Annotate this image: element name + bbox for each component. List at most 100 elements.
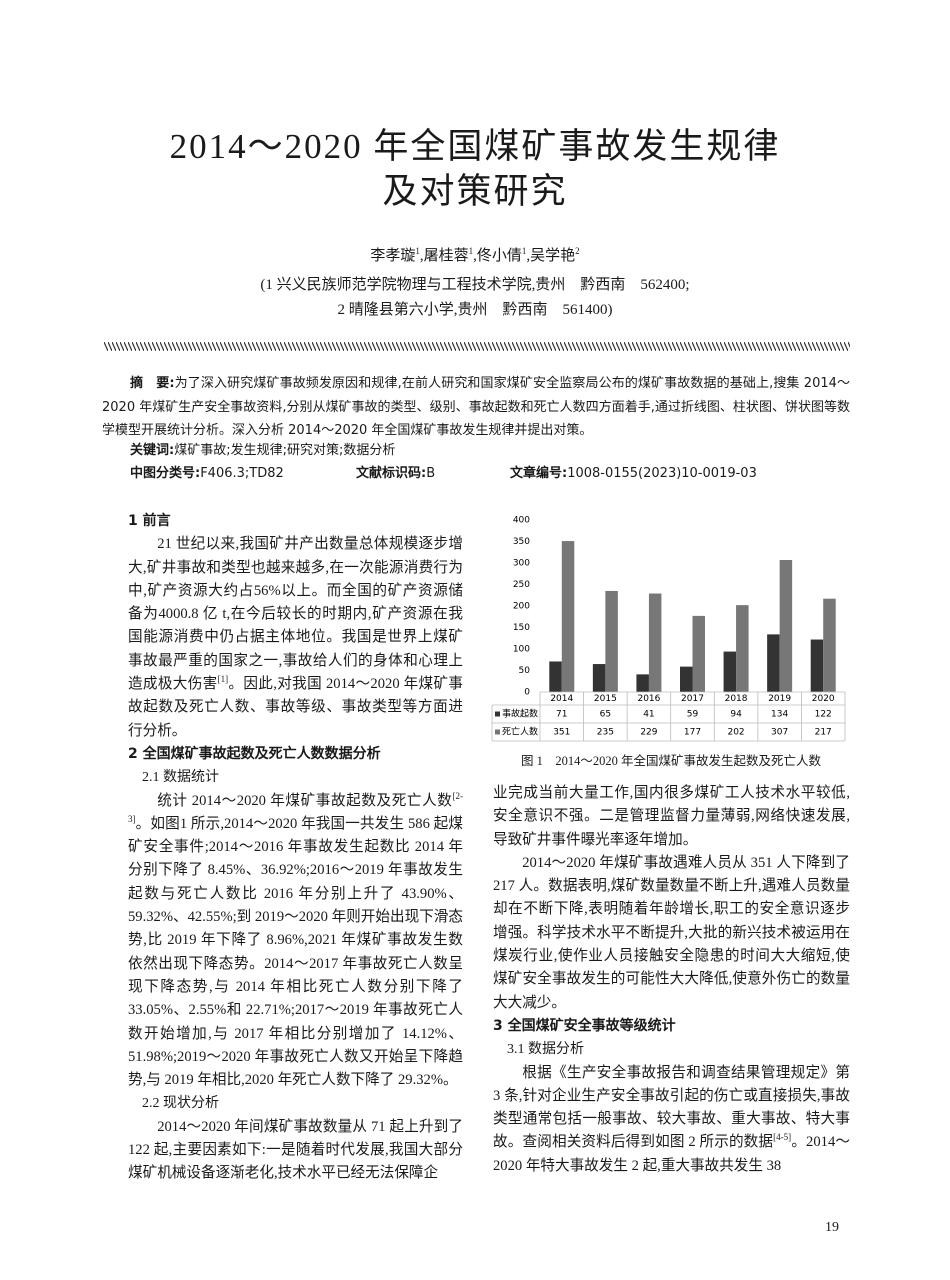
text-run: 。如图1 所示,2014～2020 年我国一共发生 586 起煤矿安全事件;20… (128, 815, 463, 1089)
x-tick-label: 2020 (812, 694, 835, 704)
text-run: 根据《生产安全事故报告和调查结果管理规定》第 3 条,针对企业生产安全事故引起的… (493, 1064, 850, 1151)
x-tick-label: 2016 (637, 694, 660, 704)
classification: 中图分类号:F406.3;TD82 (130, 462, 284, 486)
authors: 李孝璇1,屠桂蓉1,佟小倩1,吴学艳2 (0, 244, 950, 265)
text-run: 李孝璇 (370, 248, 416, 264)
text-run: 2.2 现状分析 (142, 1096, 219, 1112)
continuation: 业完成当前大量工作,国内很多煤矿工人技术水平较低,安全意识不强。二是管理监督力量… (493, 782, 850, 852)
text-run: 21 世纪以来,我国矿井产出数量总体规模逐步增大,矿井事故和类型也越来越多,在一… (128, 536, 463, 693)
paragraph: 2014～2020 年间煤矿事故数量从 71 起上升到了 122 起,主要因素如… (128, 1116, 463, 1186)
paragraph: 2014～2020 年煤矿事故遇难人员从 351 人下降到了 217 人。数据表… (493, 852, 850, 1015)
y-tick-label: 100 (513, 645, 530, 655)
bar (736, 605, 749, 692)
bar (648, 593, 662, 692)
keywords-label: 关键词: (130, 443, 175, 458)
keywords-text: 煤矿事故;发生规律;研究对策;数据分析 (174, 443, 396, 458)
y-tick-label: 400 (513, 516, 530, 526)
class-text: F406.3;TD82 (200, 466, 284, 481)
y-tick-label: 150 (513, 623, 530, 633)
table-value: 202 (727, 728, 744, 738)
class-text: B (426, 466, 436, 481)
y-tick-label: 250 (513, 580, 530, 590)
classification: 文章编号:1008-0155(2023)10-0019-03 (510, 462, 757, 486)
hatched-rule (104, 342, 850, 351)
bar (723, 651, 737, 692)
citation: [1] (217, 674, 229, 685)
table-value: 94 (730, 710, 742, 720)
citation: 1 (521, 246, 527, 256)
text-run: 2 全国煤矿事故起数及死亡人数数据分析 (128, 745, 381, 762)
bar (561, 541, 575, 692)
x-tick-label: 2017 (681, 694, 704, 704)
affiliation: (1 兴义民族师范学院物理与工程技术学院,贵州 黔西南 562400; (260, 277, 690, 293)
x-tick-label: 2018 (725, 694, 748, 704)
legend-label: 死亡人数 (502, 726, 538, 738)
bar (779, 559, 793, 692)
heading: 3 全国煤矿安全事故等级统计 (493, 1015, 850, 1038)
legend-swatch (495, 729, 500, 735)
text-run: 。2014～2020 年特大事故发生 2 起,重大事故共发生 38 (493, 1134, 850, 1174)
citation: [4-5] (773, 1132, 792, 1143)
text-run: 2.1 数据统计 (142, 770, 219, 786)
text-run: 2014～2020 年煤矿事故遇难人员从 351 人下降到了 217 人。数据表… (493, 854, 850, 1011)
legend-swatch (495, 711, 500, 717)
bar (636, 674, 649, 692)
paragraph: 统计 2014～2020 年煤矿事故起数及死亡人数[2-3]。如图1 所示,20… (128, 790, 463, 1093)
abstract-text: 为了深入研究煤矿事故频发原因和规律,在前人研究和国家煤矿安全监察局公布的煤矿事故… (102, 376, 850, 438)
chart: 0 50 100 150 200 250 300 350 400 2014 2015 2016 2017… (491, 516, 846, 742)
text-run: ,吴学艳 (526, 248, 576, 264)
class-text: 1008-0155(2023)10-0019-03 (567, 466, 757, 481)
text-run: 3.1 数据分析 (507, 1042, 584, 1058)
class-label: 文献标识码: (356, 466, 427, 481)
citation: 2 (575, 246, 580, 256)
table-value: 122 (815, 710, 832, 720)
table-value: 41 (643, 710, 654, 720)
table-value: 351 (553, 728, 570, 738)
table-value: 177 (684, 728, 701, 738)
citation: [2-3] (128, 790, 463, 824)
y-tick-label: 350 (513, 537, 530, 547)
text-run: 3 全国煤矿安全事故等级统计 (493, 1017, 676, 1034)
y-tick-label: 50 (519, 666, 531, 676)
bar (605, 590, 618, 692)
heading: 2 全国煤矿事故起数及死亡人数数据分析 (128, 743, 463, 766)
title-line: 及对策研究 (382, 172, 568, 211)
paragraph: 21 世纪以来,我国矿井产出数量总体规模逐步增大,矿井事故和类型也越来越多,在一… (128, 533, 463, 743)
chart-caption: 图 1 2014～2020 年全国煤矿事故发生起数及死亡人数 (520, 754, 821, 768)
y-tick-label: 0 (524, 688, 530, 698)
bar (823, 598, 836, 692)
citation: 1 (468, 246, 474, 256)
bar (810, 639, 824, 692)
bar (767, 634, 780, 692)
x-tick-label: 2019 (768, 694, 791, 704)
table-value: 59 (687, 710, 699, 720)
affiliation: 2 晴隆县第六小学,贵州 黔西南 561400) (337, 302, 613, 318)
y-tick-label: 300 (513, 559, 530, 569)
x-tick-label: 2015 (594, 694, 617, 704)
class-label: 中图分类号: (130, 466, 201, 481)
class-label: 文章编号: (510, 466, 568, 481)
bar (592, 664, 606, 692)
table-value: 307 (771, 728, 788, 738)
text-run: 。因此,对我国 2014～2020 年煤矿事故起数及死亡人数、事故等级、事故类型… (128, 676, 463, 739)
table-value: 235 (597, 728, 614, 738)
bar (680, 666, 693, 692)
bar (549, 661, 562, 692)
table-value: 217 (815, 728, 832, 738)
abstract: 摘 要:为了深入研究煤矿事故频发原因和规律,在前人研究和国家煤矿安全监察局公布的… (102, 372, 850, 443)
keywords: 关键词:煤矿事故;发生规律;研究对策;数据分析 (130, 439, 395, 463)
table-value: 65 (600, 710, 611, 720)
left-column: 1 前言 21 世纪以来,我国矿井产出数量总体规模逐步增大,矿井事故和类型也越来越… (128, 510, 463, 1186)
text-run: ,屠桂蓉 (419, 248, 469, 264)
classification: 文献标识码:B (356, 462, 435, 486)
subheading: 2.2 现状分析 (128, 1092, 463, 1115)
x-tick-label: 2014 (550, 694, 573, 704)
paragraph: 根据《生产安全事故报告和调查结果管理规定》第 3 条,针对企业生产安全事故引起的… (493, 1062, 850, 1178)
title-line: 2014～2020 年全国煤矿事故发生规律 (169, 127, 781, 166)
text-run: 业完成当前大量工作,国内很多煤矿工人技术水平较低,安全意识不强。二是管理监督力量… (493, 785, 850, 848)
text-run: 1 前言 (128, 513, 171, 529)
heading: 1 前言 (128, 510, 463, 533)
text-run: 2014～2020 年间煤矿事故数量从 71 起上升到了 122 起,主要因素如… (128, 1118, 463, 1182)
bar (692, 615, 705, 692)
